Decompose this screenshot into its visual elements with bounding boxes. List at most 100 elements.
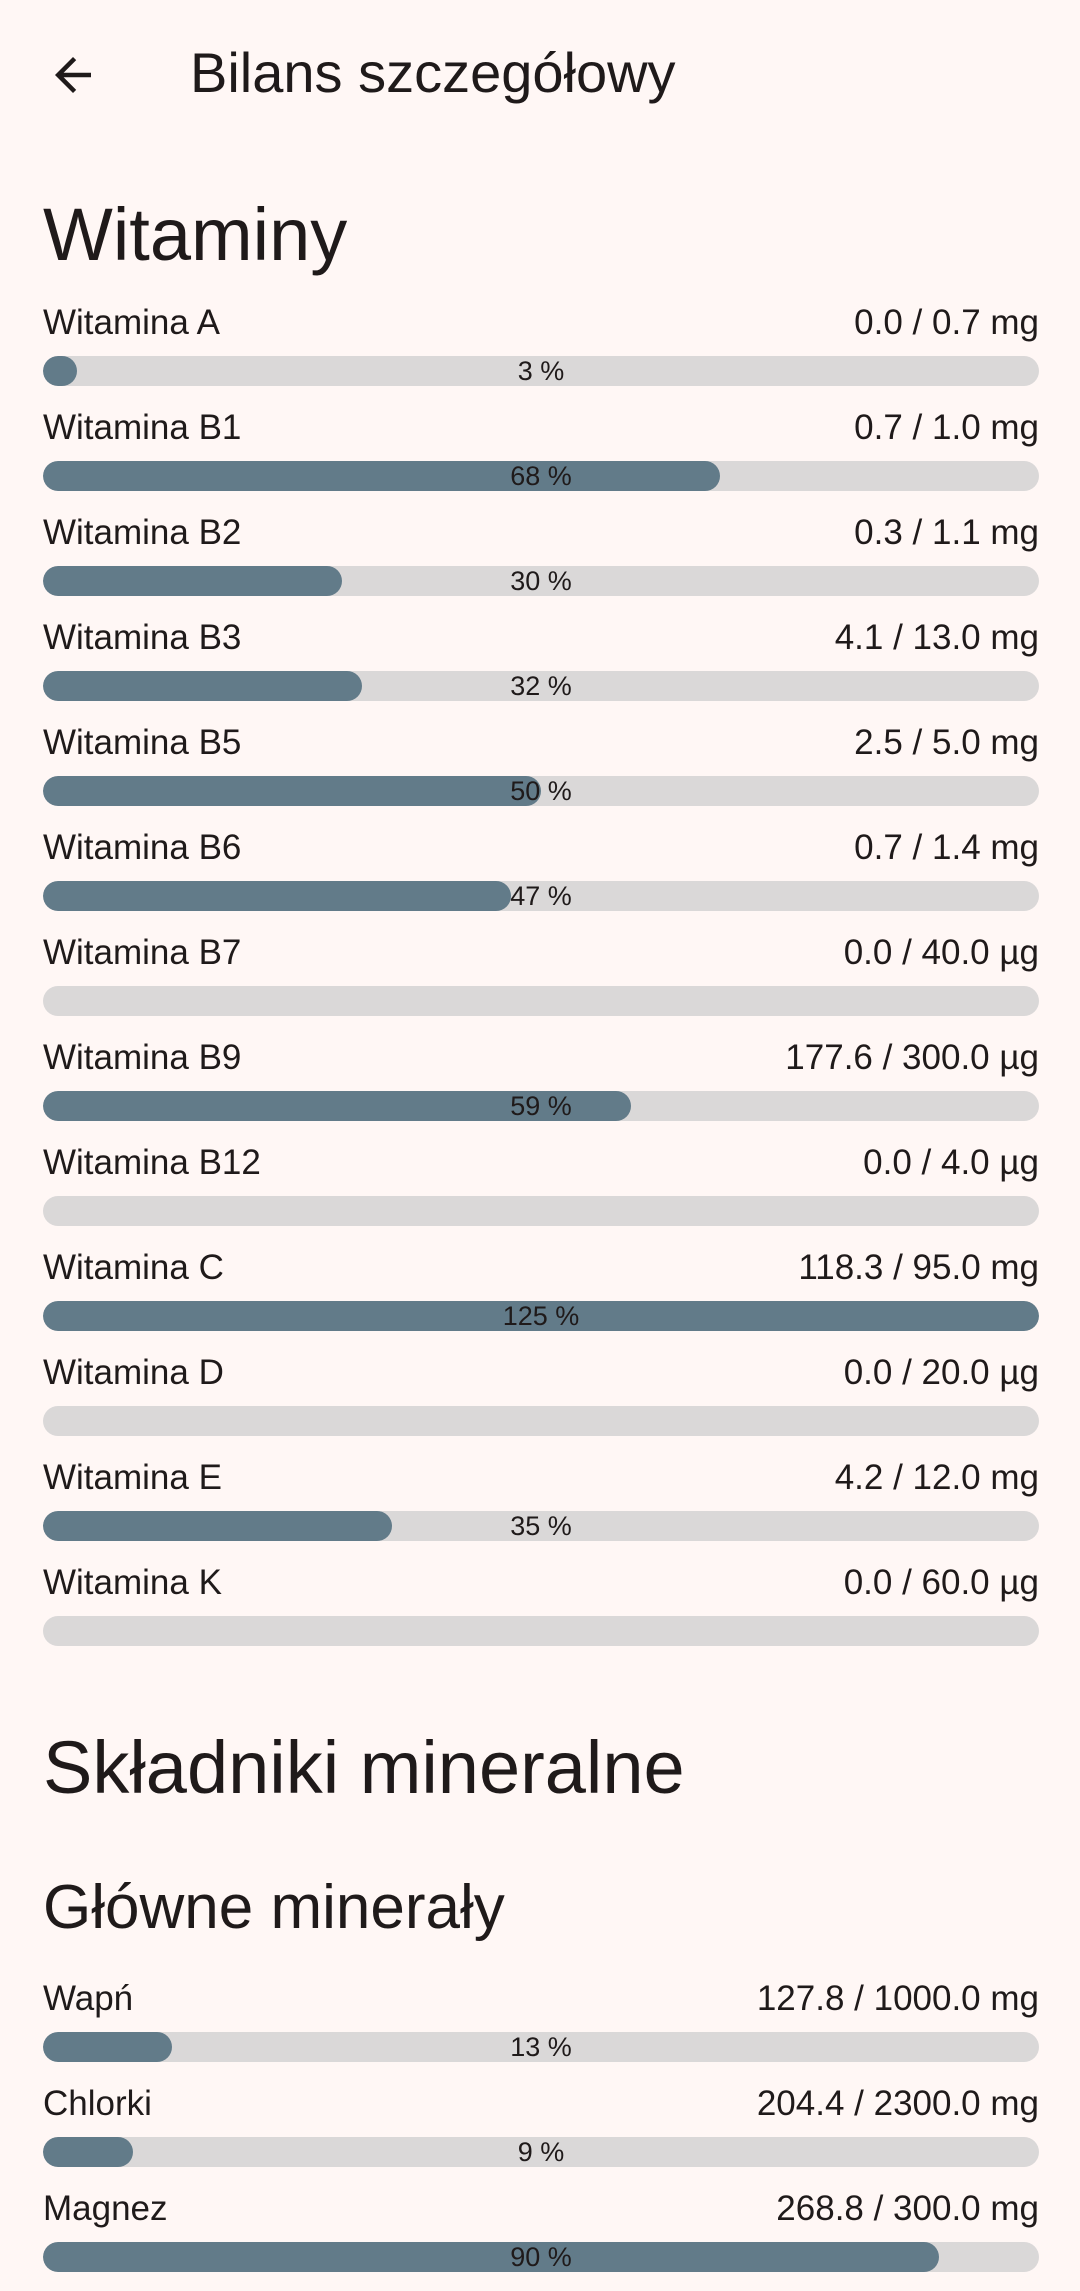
progress-bar: 68 %	[43, 461, 1039, 491]
progress-percent-label: 59 %	[510, 1091, 572, 1121]
nutrient-header: Witamina B1 0.7 / 1.0 mg	[43, 405, 1039, 451]
progress-bar-fill	[43, 776, 541, 806]
progress-bar: 9 %	[43, 2137, 1039, 2167]
progress-bar-fill	[43, 1301, 1039, 1331]
nutrient-amount: 268.8 / 300.0 mg	[776, 2189, 1039, 2228]
nutrient-name: Witamina E	[43, 1458, 222, 1497]
progress-bar: 50 %	[43, 776, 1039, 806]
nutrient-name: Witamina B6	[43, 828, 242, 867]
nutrient-row: Witamina B5 2.5 / 5.0 mg 50 %	[43, 720, 1039, 825]
progress-bar: 35 %	[43, 1511, 1039, 1541]
progress-percent-label: 32 %	[510, 671, 572, 701]
nutrient-row: Witamina C 118.3 / 95.0 mg 125 %	[43, 1245, 1039, 1350]
vitamins-section-title: Witaminy	[43, 193, 348, 276]
progress-percent-label: 90 %	[510, 2242, 572, 2272]
progress-bar-fill	[43, 1511, 392, 1541]
nutrient-header: Witamina B5 2.5 / 5.0 mg	[43, 720, 1039, 766]
nutrient-amount: 2.5 / 5.0 mg	[854, 723, 1039, 762]
nutrient-header: Wapń 127.8 / 1000.0 mg	[43, 1976, 1039, 2022]
progress-percent-label: 13 %	[510, 2032, 572, 2062]
nutrient-header: Witamina B9 177.6 / 300.0 µg	[43, 1035, 1039, 1081]
progress-percent-label: 50 %	[510, 776, 572, 806]
progress-bar-fill	[43, 671, 362, 701]
nutrient-amount: 0.0 / 0.7 mg	[854, 303, 1039, 342]
nutrient-row: Witamina B7 0.0 / 40.0 µg	[43, 930, 1039, 1035]
progress-percent-label	[43, 1406, 1039, 1436]
nutrient-header: Witamina B12 0.0 / 4.0 µg	[43, 1140, 1039, 1186]
progress-bar-fill	[43, 2242, 940, 2272]
progress-bar	[43, 986, 1039, 1016]
nutrient-name: Witamina D	[43, 1353, 224, 1392]
page-title: Bilans szczegółowy	[190, 41, 676, 104]
progress-percent-label	[43, 986, 1039, 1016]
nutrient-amount: 0.0 / 40.0 µg	[843, 933, 1039, 972]
main-minerals-list: Wapń 127.8 / 1000.0 mg 13 % Chlorki 204.4 / …	[43, 1976, 1039, 2291]
nutrient-header: Witamina B2 0.3 / 1.1 mg	[43, 510, 1039, 556]
progress-percent-label: 35 %	[510, 1511, 572, 1541]
progress-percent-label: 125 %	[502, 1301, 580, 1331]
main-minerals-title: Główne minerały	[43, 1873, 505, 1942]
nutrient-name: Witamina B1	[43, 408, 242, 447]
nutrient-row: Witamina D 0.0 / 20.0 µg	[43, 1350, 1039, 1455]
progress-bar: 32 %	[43, 671, 1039, 701]
progress-bar: 47 %	[43, 881, 1039, 911]
nutrient-amount: 0.0 / 4.0 µg	[863, 1143, 1039, 1182]
progress-bar-fill	[43, 2032, 173, 2062]
nutrient-amount: 127.8 / 1000.0 mg	[756, 1979, 1039, 2018]
nutrient-header: Witamina C 118.3 / 95.0 mg	[43, 1245, 1039, 1291]
nutrient-name: Witamina B7	[43, 933, 242, 972]
top-app-bar: Bilans szczegółowy	[0, 0, 1080, 150]
progress-bar-fill	[43, 1091, 631, 1121]
progress-bar: 30 %	[43, 566, 1039, 596]
nutrient-amount: 118.3 / 95.0 mg	[798, 1248, 1039, 1287]
nutrient-row: Witamina E 4.2 / 12.0 mg 35 %	[43, 1455, 1039, 1560]
nutrient-amount: 0.0 / 20.0 µg	[843, 1353, 1039, 1392]
nutrient-row: Witamina K 0.0 / 60.0 µg	[43, 1560, 1039, 1665]
nutrient-amount: 0.7 / 1.4 mg	[854, 828, 1039, 867]
nutrient-amount: 204.4 / 2300.0 mg	[756, 2084, 1039, 2123]
nutrient-name: Witamina B9	[43, 1038, 242, 1077]
nutrient-name: Magnez	[43, 2189, 168, 2228]
nutrient-amount: 4.1 / 13.0 mg	[834, 618, 1039, 657]
nutrient-header: Witamina E 4.2 / 12.0 mg	[43, 1455, 1039, 1501]
nutrient-name: Chlorki	[43, 2084, 152, 2123]
balance-content[interactable]: Witaminy Witamina A 0.0 / 0.7 mg 3 % Witami…	[43, 190, 1039, 2291]
nutrient-header: Witamina K 0.0 / 60.0 µg	[43, 1560, 1039, 1606]
progress-percent-label: 9 %	[517, 2137, 565, 2167]
nutrient-name: Witamina C	[43, 1248, 224, 1287]
nutrient-row: Witamina B1 0.7 / 1.0 mg 68 %	[43, 405, 1039, 510]
nutrient-amount: 0.0 / 60.0 µg	[843, 1563, 1039, 1602]
progress-bar-fill	[43, 566, 342, 596]
progress-bar: 90 %	[43, 2242, 1039, 2272]
nutrient-name: Witamina B3	[43, 618, 242, 657]
progress-bar: 13 %	[43, 2032, 1039, 2062]
progress-bar	[43, 1406, 1039, 1436]
progress-bar-fill	[43, 2137, 133, 2167]
nutrient-row: Wapń 127.8 / 1000.0 mg 13 %	[43, 1976, 1039, 2081]
nutrient-row: Chlorki 204.4 / 2300.0 mg 9 %	[43, 2081, 1039, 2186]
nutrient-name: Witamina B12	[43, 1143, 261, 1182]
nutrient-row: Magnez 268.8 / 300.0 mg 90 %	[43, 2186, 1039, 2291]
nutrient-row: Witamina B9 177.6 / 300.0 µg 59 %	[43, 1035, 1039, 1140]
nutrient-header: Witamina D 0.0 / 20.0 µg	[43, 1350, 1039, 1396]
progress-bar	[43, 1196, 1039, 1226]
nutrient-row: Witamina B3 4.1 / 13.0 mg 32 %	[43, 615, 1039, 720]
nutrient-name: Witamina B2	[43, 513, 242, 552]
progress-bar: 59 %	[43, 1091, 1039, 1121]
nutrient-header: Witamina A 0.0 / 0.7 mg	[43, 300, 1039, 346]
progress-percent-label: 30 %	[510, 566, 572, 596]
progress-bar-fill	[43, 881, 512, 911]
progress-percent-label: 68 %	[510, 461, 572, 491]
nutrient-name: Witamina A	[43, 303, 220, 342]
progress-percent-label: 3 %	[517, 356, 565, 386]
nutrient-row: Witamina A 0.0 / 0.7 mg 3 %	[43, 300, 1039, 405]
nutrient-amount: 0.7 / 1.0 mg	[854, 408, 1039, 447]
progress-bar: 125 %	[43, 1301, 1039, 1331]
vitamins-list: Witamina A 0.0 / 0.7 mg 3 % Witamina B1 0.7 …	[43, 300, 1039, 1665]
arrow-left-icon	[55, 57, 91, 93]
back-button[interactable]	[28, 30, 118, 120]
nutrient-name: Wapń	[43, 1979, 134, 2018]
nutrient-name: Witamina K	[43, 1563, 222, 1602]
nutrient-amount: 4.2 / 12.0 mg	[834, 1458, 1039, 1497]
progress-bar	[43, 1616, 1039, 1646]
